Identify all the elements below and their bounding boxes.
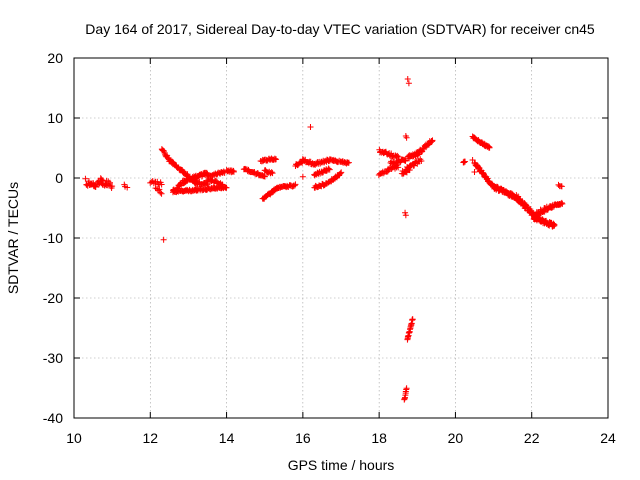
data-point	[261, 173, 268, 180]
chart-title: Day 164 of 2017, Sidereal Day-to-day VTE…	[85, 21, 595, 37]
data-point	[124, 184, 131, 191]
data-point	[551, 221, 558, 228]
data-point	[462, 158, 469, 165]
data-point	[403, 134, 410, 141]
x-tick-label: 14	[219, 430, 235, 446]
data-point	[109, 183, 116, 190]
y-tick-label: 10	[47, 110, 63, 126]
data-point	[326, 166, 333, 173]
data-point	[291, 182, 298, 189]
data-point	[429, 137, 436, 144]
x-tick-label: 20	[448, 430, 464, 446]
data-point	[230, 168, 237, 175]
data-point	[158, 181, 165, 188]
y-tick-labels: 20 10 0 -10 -20 -30 -40	[43, 50, 63, 426]
x-tick-labels: 10 12 14 16 18 20 22 24	[66, 430, 616, 446]
data-point	[156, 186, 163, 193]
data-point	[261, 172, 268, 179]
data-point	[268, 169, 275, 176]
data-point	[338, 169, 345, 176]
data-point	[469, 157, 476, 163]
data-point	[558, 199, 565, 206]
data-point	[307, 124, 314, 130]
x-tick-label: 22	[524, 430, 540, 446]
x-tick-label: 18	[371, 430, 387, 446]
data-point	[558, 183, 565, 190]
data-point	[411, 162, 418, 169]
data-point	[395, 164, 402, 171]
data-point	[418, 158, 425, 165]
data-point	[409, 316, 416, 323]
y-tick-label: 20	[47, 50, 63, 66]
y-tick-label: 0	[55, 170, 63, 186]
data-point	[419, 148, 426, 155]
data-point	[106, 179, 113, 186]
data-point	[292, 181, 299, 188]
data-point	[403, 385, 410, 392]
data-point	[158, 190, 165, 197]
data-point	[395, 153, 402, 160]
y-tick-label: -30	[43, 350, 63, 366]
data-point	[269, 170, 276, 177]
data-point	[160, 236, 167, 243]
data-point	[325, 165, 332, 172]
data-point	[82, 175, 89, 182]
data-point	[402, 157, 409, 164]
data-point	[92, 183, 99, 190]
data-point	[402, 212, 409, 219]
data-point	[345, 159, 352, 166]
data-point	[299, 173, 306, 180]
x-axis-label: GPS time / hours	[288, 457, 395, 473]
x-tick-label: 16	[295, 430, 311, 446]
data-point	[157, 189, 164, 196]
data-point	[223, 184, 230, 191]
data-point	[559, 200, 566, 207]
x-tick-label: 24	[600, 430, 616, 446]
y-tick-label: -40	[43, 410, 63, 426]
grid	[74, 58, 608, 418]
y-tick-label: -20	[43, 290, 63, 306]
y-tick-label: -10	[43, 230, 63, 246]
data-point	[273, 156, 280, 163]
data-point	[404, 76, 411, 82]
data-point	[405, 80, 412, 87]
x-tick-label: 10	[66, 430, 82, 446]
plot-frame	[73, 57, 609, 419]
data-point	[392, 165, 399, 172]
data-point	[219, 181, 226, 188]
data-points	[82, 76, 566, 403]
data-point	[486, 144, 493, 151]
data-point	[99, 177, 106, 184]
y-axis-label: SDTVAR / TECUs	[5, 182, 21, 294]
data-point	[337, 170, 344, 177]
x-tick-label: 12	[142, 430, 158, 446]
data-point	[471, 169, 478, 175]
data-point	[394, 152, 401, 159]
